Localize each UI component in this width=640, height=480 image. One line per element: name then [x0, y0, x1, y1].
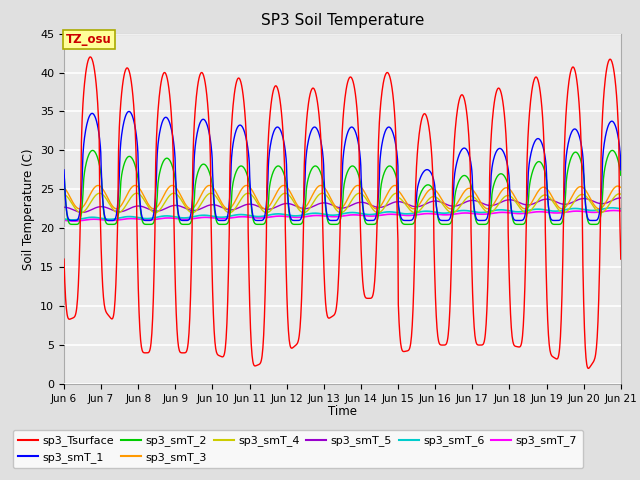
sp3_smT_2 [551, 221, 559, 227]
sp3_smT_1 [125, 108, 133, 114]
Line: sp3_Tsurface: sp3_Tsurface [64, 57, 621, 368]
sp3_smT_4 [552, 203, 559, 208]
sp3_smT_3 [502, 185, 510, 191]
sp3_smT_2 [60, 172, 68, 178]
X-axis label: Time: Time [328, 405, 357, 418]
sp3_Tsurface [617, 256, 625, 262]
Line: sp3_smT_6: sp3_smT_6 [64, 208, 621, 220]
Line: sp3_smT_2: sp3_smT_2 [64, 150, 621, 224]
sp3_Tsurface [86, 54, 94, 60]
sp3_smT_5 [429, 198, 437, 204]
sp3_smT_6 [617, 206, 625, 212]
sp3_smT_4 [60, 191, 68, 197]
sp3_smT_7 [60, 217, 68, 223]
sp3_smT_3 [247, 186, 255, 192]
sp3_smT_1 [552, 217, 559, 223]
sp3_smT_7 [429, 211, 437, 216]
sp3_smT_4 [617, 191, 625, 197]
sp3_smT_2 [70, 221, 78, 227]
sp3_smT_3 [429, 186, 437, 192]
Y-axis label: Soil Temperature (C): Soil Temperature (C) [22, 148, 35, 270]
sp3_Tsurface [584, 365, 592, 371]
sp3_smT_3 [185, 205, 193, 211]
sp3_smT_5 [617, 195, 625, 201]
sp3_smT_7 [184, 216, 192, 222]
sp3_smT_6 [246, 213, 254, 218]
sp3_smT_1 [70, 217, 77, 223]
Line: sp3_smT_7: sp3_smT_7 [64, 211, 621, 221]
sp3_smT_1 [172, 156, 179, 161]
sp3_smT_7 [70, 218, 78, 224]
sp3_Tsurface [171, 255, 179, 261]
sp3_smT_7 [246, 215, 254, 220]
sp3_smT_5 [551, 198, 559, 204]
sp3_smT_5 [171, 203, 179, 208]
sp3_smT_3 [131, 182, 139, 188]
sp3_Tsurface [551, 355, 559, 361]
sp3_smT_2 [184, 221, 192, 227]
sp3_smT_2 [171, 173, 179, 179]
Line: sp3_smT_1: sp3_smT_1 [64, 111, 621, 220]
Line: sp3_smT_5: sp3_smT_5 [64, 198, 621, 212]
sp3_smT_3 [76, 206, 83, 212]
sp3_smT_1 [617, 167, 625, 173]
sp3_smT_5 [78, 209, 86, 215]
sp3_smT_4 [429, 194, 437, 200]
sp3_Tsurface [246, 325, 254, 331]
sp3_smT_1 [247, 195, 255, 201]
sp3_smT_3 [60, 185, 68, 191]
sp3_Tsurface [429, 182, 437, 188]
sp3_smT_6 [171, 214, 179, 220]
sp3_smT_5 [184, 206, 192, 212]
sp3_smT_5 [246, 201, 254, 207]
Legend: sp3_Tsurface, sp3_smT_1, sp3_smT_2, sp3_smT_3, sp3_smT_4, sp3_smT_5, sp3_smT_6, : sp3_Tsurface, sp3_smT_1, sp3_smT_2, sp3_… [13, 430, 583, 468]
sp3_smT_6 [69, 217, 77, 223]
sp3_Tsurface [502, 131, 509, 137]
sp3_smT_5 [60, 204, 68, 210]
sp3_smT_4 [247, 192, 255, 197]
sp3_smT_4 [502, 193, 510, 199]
Line: sp3_smT_4: sp3_smT_4 [64, 193, 621, 213]
sp3_smT_3 [172, 184, 179, 190]
sp3_smT_4 [172, 191, 179, 196]
Text: TZ_osu: TZ_osu [66, 33, 111, 46]
sp3_smT_4 [185, 208, 193, 214]
sp3_smT_7 [171, 216, 179, 221]
sp3_smT_4 [133, 191, 141, 196]
sp3_smT_1 [429, 177, 437, 182]
sp3_smT_2 [246, 194, 254, 200]
sp3_smT_6 [502, 207, 509, 213]
Title: SP3 Soil Temperature: SP3 Soil Temperature [260, 13, 424, 28]
Line: sp3_smT_3: sp3_smT_3 [64, 185, 621, 209]
sp3_smT_7 [617, 208, 625, 214]
sp3_smT_3 [617, 185, 625, 191]
sp3_smT_7 [610, 208, 618, 214]
sp3_smT_2 [609, 147, 616, 153]
sp3_smT_6 [60, 216, 68, 222]
sp3_Tsurface [60, 256, 68, 262]
sp3_smT_6 [608, 205, 616, 211]
sp3_smT_2 [502, 176, 509, 181]
sp3_smT_6 [551, 208, 559, 214]
sp3_smT_5 [502, 197, 509, 203]
sp3_Tsurface [184, 340, 192, 346]
sp3_smT_1 [502, 157, 510, 163]
sp3_smT_7 [551, 210, 559, 216]
sp3_smT_4 [77, 210, 85, 216]
sp3_smT_1 [60, 167, 68, 173]
sp3_smT_3 [552, 200, 559, 205]
sp3_smT_1 [185, 217, 193, 223]
sp3_smT_2 [617, 172, 625, 178]
sp3_smT_6 [429, 209, 437, 215]
sp3_smT_6 [184, 215, 192, 220]
sp3_smT_7 [502, 210, 509, 216]
sp3_smT_2 [429, 187, 437, 192]
